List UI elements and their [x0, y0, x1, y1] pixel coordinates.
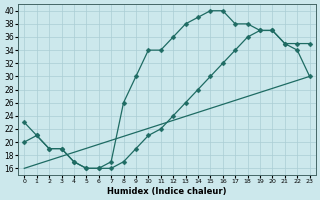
X-axis label: Humidex (Indice chaleur): Humidex (Indice chaleur): [107, 187, 227, 196]
